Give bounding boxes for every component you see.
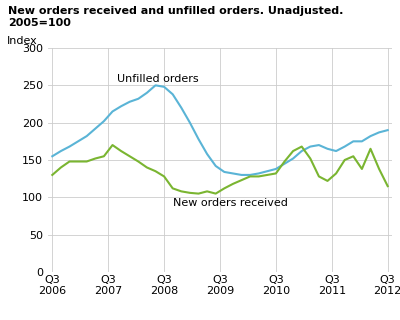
Text: Index: Index <box>7 36 38 46</box>
Text: Unfilled orders: Unfilled orders <box>117 74 198 84</box>
Text: New orders received: New orders received <box>173 198 288 208</box>
Text: New orders received and unfilled orders. Unadjusted. 2005=100: New orders received and unfilled orders.… <box>8 6 343 28</box>
